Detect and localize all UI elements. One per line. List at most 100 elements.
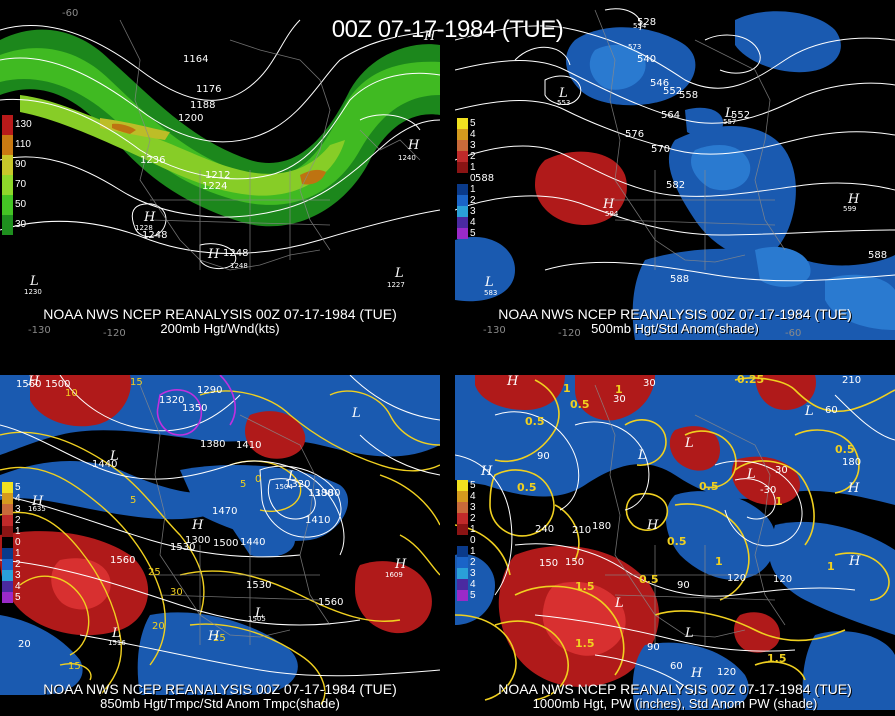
pw-label: 0.5 [517,481,537,494]
high-center: H [602,197,615,212]
legend-label: 90 [15,159,26,170]
panel-caption: NOAA NWS NCEP REANALYSIS 00Z 07-17-1984 … [455,306,895,322]
low-center: L [746,467,756,482]
legend-swatch [457,228,468,239]
panel-subcaption: 500mb Hgt/Std Anom(shade) [455,321,895,336]
contour-label: 1470 [212,506,237,517]
pw-label: 0.5 [570,398,590,411]
high-center: H [690,666,703,681]
legend-swatch [457,217,468,228]
contour-label: 1380 [315,488,340,499]
low-center: L [111,626,121,641]
panel-850mb-height-temp: 1560 1500 1320 1290 1350 1380 1410 1440 … [0,375,440,715]
legend-label: 1 [470,184,476,195]
height-label: 90 [677,580,690,591]
legend-label: 4 [470,217,476,228]
contour-label: 564 [661,110,680,121]
low-center: L [684,436,694,451]
contour-label: 1300 [185,535,210,546]
height-label: 30 [643,378,656,389]
color-legend: 54321012345 [457,480,468,601]
jet-wind-shading [0,30,440,227]
pw-label: 0.5 [525,415,545,428]
legend-swatch [457,184,468,195]
contour-label: 582 [666,180,685,191]
legend-label: 2 [470,195,476,206]
contour-label: 588 [868,250,887,261]
legend-label: 3 [470,206,476,217]
contour-label: 1240 [398,154,416,162]
legend-label: 3 [15,570,21,581]
height-label: 180 [592,521,611,532]
high-center: H [407,138,420,153]
panel-1000mb-precipitable-water: 0.25 0.5 0.5 0.5 1 1 1.5 0.5 0.5 1 1.5 1… [455,375,895,715]
height-label: 30 [775,465,788,476]
map-500mb: 528 534 540 546 552 558 553 564 576 570 … [455,0,895,340]
contour-label: 1290 [197,385,222,396]
high-center: H [394,557,407,572]
height-label: 150 [565,557,584,568]
legend-swatch [2,537,13,548]
legend-label: 0 [470,535,476,546]
legend-label: 2 [15,559,21,570]
contour-label: 583 [484,289,497,297]
legend-swatch [457,195,468,206]
legend-label: 2 [470,513,476,524]
map-1000mb: 0.25 0.5 0.5 0.5 1 1 1.5 0.5 0.5 1 1.5 1… [455,375,895,715]
legend-swatch [457,535,468,546]
legend-swatch [2,482,13,493]
height-label: 90 [537,451,550,462]
legend-label: 0 [470,173,476,184]
legend-label: 4 [470,491,476,502]
low-center: L [351,406,361,421]
height-label: 60 [825,405,838,416]
pw-label: 1 [715,555,723,568]
high-center: H [207,247,220,262]
low-center: L [484,275,494,290]
pw-label: 1 [563,382,571,395]
height-label: 180 [842,457,861,468]
contour-label: 1188 [190,100,215,111]
contour-label: 588 [475,173,494,184]
contour-label: 1530 [246,580,271,591]
contour-label: 1212 [205,170,230,181]
legend-swatch [457,502,468,513]
panel-subcaption: 850mb Hgt/Tmpc/Std Anom Tmpc(shade) [0,696,440,711]
temp-label: 25 [148,567,161,578]
legend-swatch [457,173,468,184]
pw-label: 1.5 [767,652,787,665]
legend-label: 5 [470,590,476,601]
legend-swatch [457,140,468,151]
legend-swatch [2,504,13,515]
height-label: 120 [773,574,792,585]
pw-label: 0.5 [639,573,659,586]
contour-label: 5 [240,479,246,490]
legend-label: 110 [15,139,31,150]
page-title: 00Z 07-17-1984 (TUE) [0,16,895,44]
high-center: H [847,192,860,207]
contour-label: 1504 [275,483,293,491]
legend-label: 0 [15,537,21,548]
legend-swatch [457,206,468,217]
legend-label: 5 [15,592,21,603]
legend-swatch [2,559,13,570]
legend-swatch [457,491,468,502]
panel-caption: NOAA NWS NCEP REANALYSIS 00Z 07-17-1984 … [0,681,440,697]
high-center: H [506,375,519,389]
legend-swatch [457,568,468,579]
legend-swatch [457,579,468,590]
legend-swatch [2,581,13,592]
low-center: L [614,596,624,611]
legend-label: 1 [470,162,476,173]
legend-swatch [457,513,468,524]
high-center: H [848,554,861,569]
legend-label: 1 [15,548,21,559]
legend-label: 2 [470,557,476,568]
color-legend: 130 110 90 70 50 30 [2,115,13,235]
contour-label: 1230 [24,288,42,296]
legend-swatch [457,524,468,535]
contour-label: 1248 [223,248,248,259]
temp-label: 30 [170,587,183,598]
contour-label: 1560 [318,597,343,608]
